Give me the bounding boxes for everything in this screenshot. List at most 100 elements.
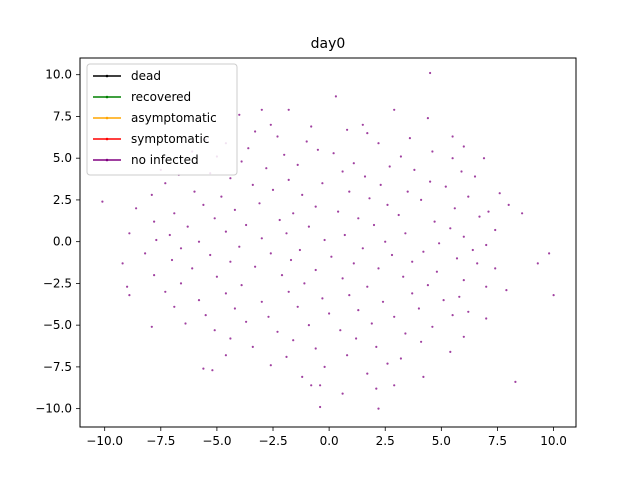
data-point	[191, 267, 194, 270]
data-point	[224, 230, 227, 233]
data-point	[498, 192, 501, 195]
data-point	[328, 312, 331, 315]
data-point	[404, 332, 407, 335]
data-point	[101, 200, 104, 203]
data-point	[420, 340, 423, 343]
legend-label: recovered	[131, 90, 191, 104]
legend-box	[86, 63, 238, 176]
data-point	[467, 195, 470, 198]
data-point	[150, 325, 153, 328]
data-point	[238, 113, 241, 116]
data-points	[101, 71, 555, 410]
data-point	[379, 183, 382, 186]
data-point	[260, 108, 263, 111]
data-point	[386, 362, 389, 365]
data-point	[285, 355, 288, 358]
data-point	[258, 202, 261, 205]
y-axis: −10.0 −7.5 −5.0 −2.5 0.0 2.5 5.0 7.5 10.0	[35, 68, 80, 416]
data-point	[173, 212, 176, 215]
data-point	[128, 232, 131, 235]
x-tick-label: 5.0	[432, 434, 451, 448]
x-tick-label: −5.0	[202, 434, 231, 448]
data-point	[552, 294, 555, 297]
data-point	[301, 375, 304, 378]
legend-label: symptomatic	[131, 132, 209, 146]
y-tick-label: −7.5	[43, 360, 72, 374]
data-point	[310, 125, 313, 128]
data-point	[471, 248, 474, 252]
data-point	[287, 290, 290, 293]
data-point	[240, 284, 243, 287]
data-point	[126, 285, 129, 288]
data-point	[462, 279, 465, 282]
data-point	[485, 243, 488, 247]
x-tick-label: 0.0	[320, 434, 339, 448]
data-point	[442, 299, 445, 302]
data-point	[224, 354, 227, 357]
data-point	[417, 307, 420, 310]
data-point	[366, 285, 369, 288]
data-point	[420, 198, 423, 201]
data-point	[404, 232, 407, 235]
data-point	[168, 233, 171, 237]
data-point	[173, 305, 176, 308]
data-point	[487, 210, 490, 213]
data-point	[411, 292, 414, 295]
data-point	[429, 71, 432, 75]
data-point	[341, 392, 344, 395]
data-point	[386, 203, 389, 206]
data-point	[150, 193, 153, 196]
data-point	[372, 223, 376, 227]
data-point	[361, 247, 364, 250]
data-point	[449, 350, 452, 353]
data-point	[245, 320, 248, 323]
data-point	[186, 225, 189, 228]
data-point	[193, 190, 196, 193]
data-point	[337, 210, 340, 213]
data-point	[285, 232, 288, 235]
data-point	[321, 182, 324, 185]
data-point	[393, 108, 396, 111]
y-tick-label: −10.0	[35, 402, 72, 416]
data-point	[462, 145, 465, 148]
data-point	[352, 262, 355, 265]
data-point	[202, 203, 205, 206]
data-point	[462, 335, 465, 338]
data-point	[377, 407, 380, 410]
data-point	[433, 220, 436, 223]
data-point	[245, 223, 248, 227]
data-point	[375, 387, 378, 390]
data-point	[121, 262, 124, 265]
data-point	[301, 193, 304, 196]
data-point	[307, 324, 310, 327]
x-tick-label: −2.5	[258, 434, 287, 448]
data-point	[521, 212, 524, 215]
data-point	[377, 267, 380, 270]
data-point	[170, 258, 174, 262]
legend: dead recovered asymptomatic symptomatic no i…	[86, 63, 238, 176]
data-point	[319, 405, 322, 409]
data-point	[455, 257, 459, 260]
data-point	[229, 337, 232, 340]
data-point	[179, 282, 183, 285]
data-point	[352, 162, 355, 165]
data-point	[422, 375, 425, 378]
data-point	[451, 135, 454, 138]
data-point	[458, 295, 461, 298]
data-point	[341, 170, 344, 173]
data-point	[276, 330, 279, 333]
data-point	[548, 252, 551, 255]
data-point	[413, 168, 416, 171]
data-point	[314, 347, 317, 350]
data-point	[444, 185, 447, 188]
data-point	[384, 240, 387, 243]
legend-marker	[105, 74, 109, 78]
data-point	[343, 233, 346, 237]
legend-marker	[105, 116, 109, 120]
data-point	[314, 205, 317, 208]
data-point	[451, 157, 454, 160]
data-point	[280, 274, 284, 277]
data-point	[229, 260, 232, 263]
data-point	[204, 314, 207, 317]
data-point	[164, 182, 167, 185]
